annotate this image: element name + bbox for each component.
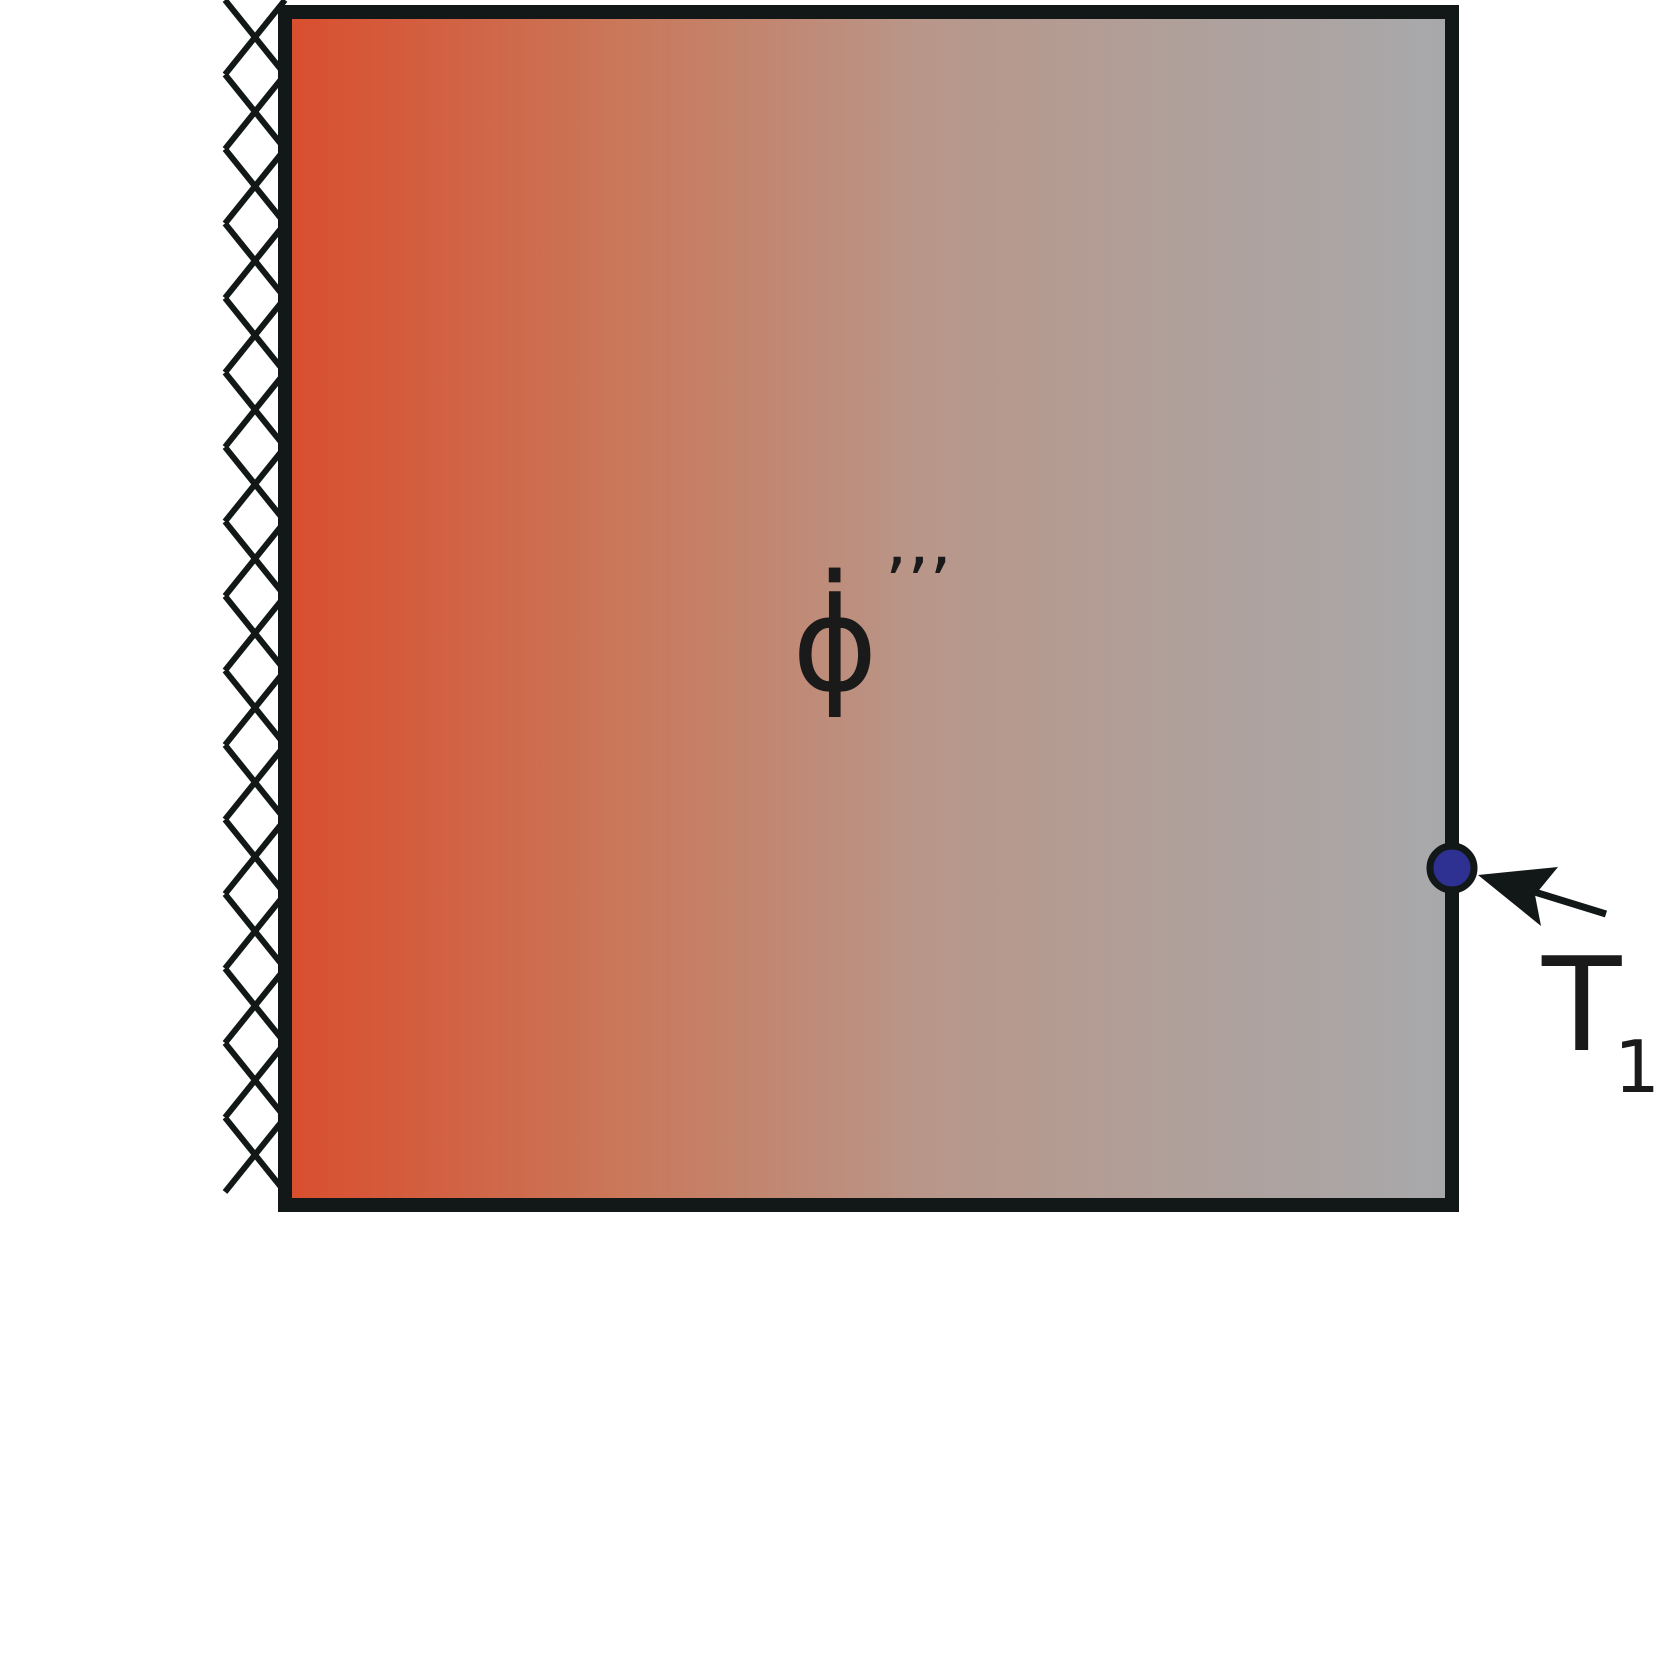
heat-generation-superscript: ’’’ bbox=[885, 543, 952, 625]
insulated-wall-hatch bbox=[222, 0, 288, 1194]
hatch-line bbox=[222, 1041, 288, 1120]
hatch-line bbox=[222, 817, 288, 896]
hatch-line bbox=[222, 892, 288, 971]
conducting-slab bbox=[278, 5, 1459, 1212]
hatch-line bbox=[222, 370, 288, 449]
hatch-line bbox=[222, 743, 288, 822]
hatch-line bbox=[222, 445, 288, 524]
heat-generation-label: ϕ̇ ’’’ bbox=[792, 543, 951, 721]
hatch-line bbox=[222, 594, 288, 673]
hatch-line bbox=[222, 0, 288, 77]
hatch-line bbox=[222, 221, 288, 300]
temperature-label-subscript: 1 bbox=[1614, 1025, 1660, 1109]
hatch-line bbox=[222, 519, 288, 598]
temperature-label: T 1 bbox=[1541, 929, 1660, 1109]
hatch-line bbox=[222, 147, 288, 226]
hatch-line bbox=[222, 1115, 288, 1194]
hatch-line bbox=[222, 668, 288, 747]
heat-generation-symbol: ϕ̇ bbox=[792, 567, 878, 721]
pointer-arrow-icon bbox=[1478, 867, 1608, 926]
hatch-line bbox=[222, 296, 288, 375]
temperature-label-main: T bbox=[1541, 929, 1622, 1081]
hatch-line bbox=[222, 966, 288, 1045]
temperature-probe-icon bbox=[1426, 842, 1478, 894]
hatch-line bbox=[222, 72, 288, 151]
